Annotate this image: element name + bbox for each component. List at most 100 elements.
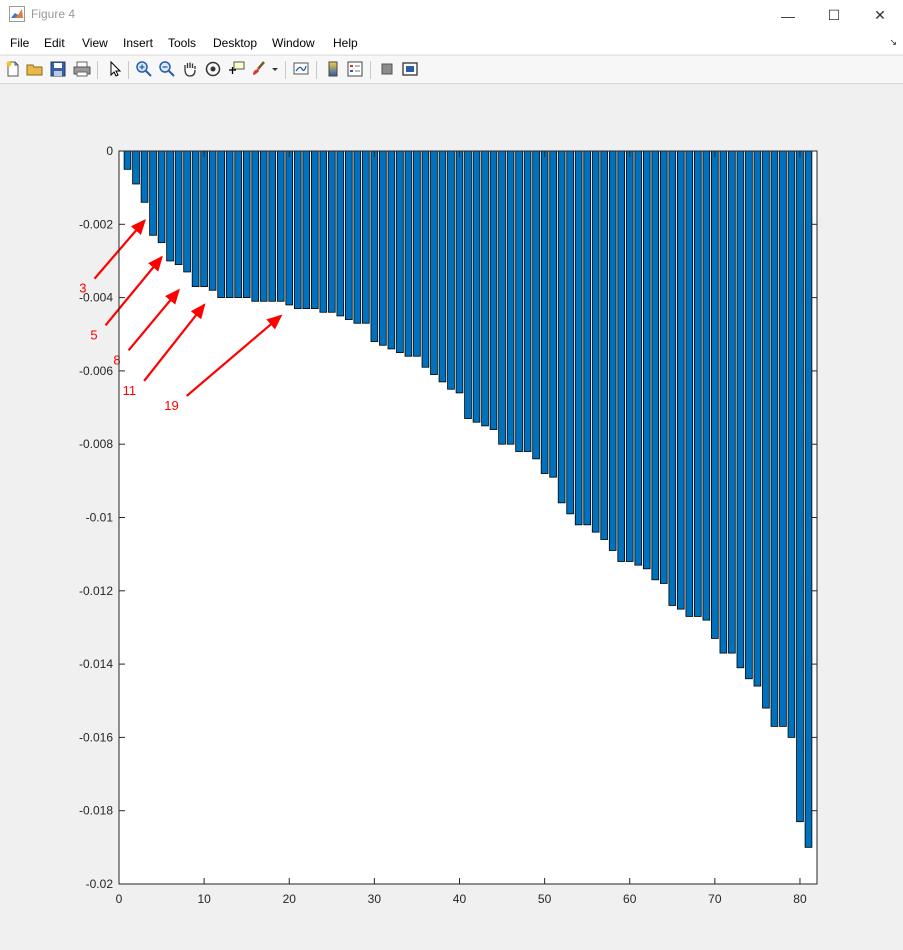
bar	[242, 150, 251, 299]
bar	[208, 150, 217, 291]
bar	[430, 150, 438, 375]
annotation-arrow	[127, 288, 180, 351]
bar	[217, 150, 225, 299]
x-tick-label: 10	[197, 892, 211, 906]
y-tick-label: -0.004	[79, 291, 113, 305]
maximize-icon: ☐	[827, 7, 841, 23]
y-tick-label: -0.008	[79, 437, 113, 451]
bar	[225, 150, 234, 299]
annotation-label: 8	[113, 352, 120, 367]
bar	[362, 150, 370, 324]
menu-file[interactable]: File	[10, 36, 30, 50]
x-axis: 0 10 20 30 40 50 60 70 80	[116, 151, 807, 906]
bar	[140, 150, 149, 203]
bar	[762, 150, 770, 709]
bar	[481, 150, 489, 427]
bar	[523, 150, 532, 452]
bar	[779, 150, 787, 727]
dock-arrow-icon[interactable]: ↘	[889, 37, 897, 47]
rotate-3d-icon[interactable]	[204, 60, 222, 78]
y-tick-label: -0.006	[79, 364, 113, 378]
bar	[387, 150, 396, 350]
minimize-icon: —	[781, 7, 795, 24]
new-figure-icon[interactable]	[4, 60, 22, 78]
bar	[498, 150, 506, 445]
open-file-icon[interactable]	[26, 60, 44, 78]
bar	[293, 150, 302, 309]
bar	[310, 150, 319, 309]
bar-chart[interactable]: 3 5 8 11 19 0 -0.002 -0.004 -0.006 -0.008 -0.01 -0…	[2, 84, 901, 945]
bar	[438, 150, 447, 383]
y-tick-label: -0.014	[79, 657, 113, 671]
x-tick-label: 70	[708, 892, 722, 906]
matlab-logo-icon	[9, 6, 25, 22]
minimize-button[interactable]: —	[765, 0, 811, 31]
menu-help[interactable]: Help	[333, 36, 358, 50]
brush-icon[interactable]	[250, 60, 268, 78]
bar	[796, 150, 804, 823]
bar	[421, 150, 430, 368]
menu-window[interactable]: Window	[272, 36, 315, 50]
bar	[532, 150, 540, 460]
link-plot-icon[interactable]	[292, 60, 310, 78]
show-plot-tools-icon[interactable]	[401, 60, 419, 78]
bar	[540, 150, 549, 474]
menu-tools[interactable]: Tools	[168, 36, 197, 50]
window-title: Figure 4	[31, 7, 76, 21]
x-tick-label: 20	[283, 892, 297, 906]
close-button[interactable]: ✕	[857, 0, 903, 31]
bar	[642, 150, 651, 570]
hide-plot-tools-icon[interactable]	[378, 60, 396, 78]
bar	[404, 150, 413, 357]
bar	[804, 150, 813, 848]
y-tick-label: -0.01	[86, 511, 114, 525]
bar	[608, 150, 617, 551]
zoom-in-icon[interactable]	[135, 60, 153, 78]
bar	[336, 150, 345, 317]
bar	[174, 150, 183, 266]
y-tick-label: -0.016	[79, 730, 113, 744]
bar	[123, 150, 132, 170]
title-bar: Figure 4 — ☐ ✕	[0, 0, 903, 31]
x-tick-label: 0	[116, 892, 123, 906]
bar	[574, 150, 583, 526]
menu-view[interactable]: View	[82, 36, 108, 50]
brush-dropdown-icon[interactable]	[271, 60, 279, 78]
colorbar-icon[interactable]	[324, 60, 342, 78]
bar	[157, 150, 166, 244]
bar	[787, 150, 796, 738]
toolbar-separator	[97, 61, 98, 79]
pointer-icon[interactable]	[106, 60, 124, 78]
bar	[200, 150, 208, 288]
maximize-button[interactable]: ☐	[811, 0, 857, 31]
legend-icon[interactable]	[346, 60, 364, 78]
y-tick-label: -0.02	[86, 877, 114, 891]
bar	[719, 150, 728, 654]
save-icon[interactable]	[49, 60, 67, 78]
print-icon[interactable]	[73, 60, 91, 78]
annotation-layer: 3 5 8 11 19	[79, 218, 283, 413]
bar	[413, 150, 421, 357]
menu-insert[interactable]: Insert	[123, 36, 154, 50]
figure-canvas: 3 5 8 11 19 0 -0.002 -0.004 -0.006 -0.008 -0.01 -0…	[2, 84, 901, 945]
bar	[557, 150, 566, 504]
bar	[753, 150, 762, 687]
pan-hand-icon[interactable]	[181, 60, 199, 78]
bar	[668, 150, 677, 606]
bar	[251, 150, 259, 302]
data-cursor-icon[interactable]	[227, 60, 245, 78]
y-tick-label: -0.018	[79, 804, 113, 818]
bar	[353, 150, 362, 324]
x-tick-label: 30	[368, 892, 382, 906]
bar	[728, 150, 736, 654]
menu-edit[interactable]: Edit	[44, 36, 65, 50]
annotation-arrow	[186, 314, 283, 397]
bar	[276, 150, 285, 302]
zoom-out-icon[interactable]	[158, 60, 176, 78]
annotation-label: 5	[90, 327, 97, 342]
annotation-arrow	[143, 303, 206, 382]
bar	[651, 150, 660, 581]
toolbar-separator	[128, 61, 129, 79]
bar	[464, 150, 472, 419]
menu-desktop[interactable]: Desktop	[213, 36, 258, 50]
